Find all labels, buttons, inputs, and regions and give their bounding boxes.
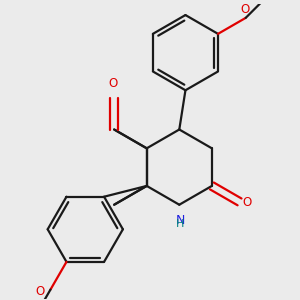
Text: H: H	[176, 219, 184, 229]
Text: N: N	[175, 214, 184, 226]
Text: O: O	[35, 285, 45, 298]
Text: O: O	[240, 3, 249, 16]
Text: O: O	[243, 196, 252, 209]
Text: O: O	[108, 77, 117, 90]
